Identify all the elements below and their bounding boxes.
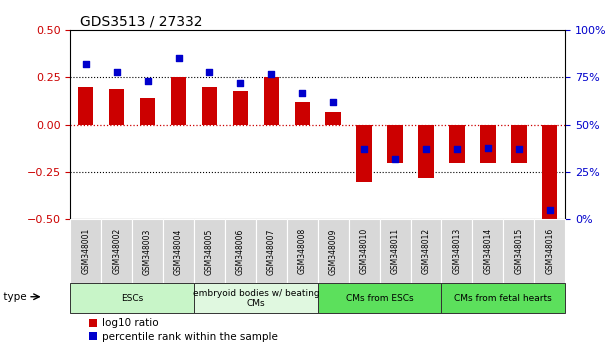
- Point: [205, 69, 214, 75]
- Bar: [449, 125, 464, 162]
- Bar: [379, 219, 411, 283]
- Bar: [202, 87, 217, 125]
- Point: [421, 147, 431, 152]
- Text: GSM348005: GSM348005: [205, 228, 214, 275]
- Bar: [542, 125, 557, 219]
- Point: [266, 71, 276, 76]
- Text: GSM348006: GSM348006: [236, 228, 245, 275]
- Text: CMs from ESCs: CMs from ESCs: [346, 294, 414, 303]
- Text: GSM348012: GSM348012: [422, 228, 431, 274]
- Text: CMs from fetal hearts: CMs from fetal hearts: [455, 294, 552, 303]
- Bar: [318, 283, 442, 313]
- Point: [143, 78, 153, 84]
- Bar: [225, 219, 256, 283]
- Legend: log10 ratio, percentile rank within the sample: log10 ratio, percentile rank within the …: [89, 319, 278, 342]
- Bar: [256, 219, 287, 283]
- Text: GSM348014: GSM348014: [483, 228, 492, 274]
- Bar: [442, 283, 565, 313]
- Text: GSM348016: GSM348016: [545, 228, 554, 274]
- Point: [483, 145, 492, 150]
- Text: GSM348001: GSM348001: [81, 228, 90, 274]
- Text: embryoid bodies w/ beating
CMs: embryoid bodies w/ beating CMs: [192, 289, 319, 308]
- Point: [545, 207, 555, 213]
- Bar: [503, 219, 534, 283]
- Point: [235, 80, 245, 86]
- Bar: [263, 78, 279, 125]
- Bar: [109, 89, 125, 125]
- Bar: [534, 219, 565, 283]
- Bar: [511, 125, 527, 162]
- Bar: [132, 219, 163, 283]
- Bar: [442, 219, 472, 283]
- Text: GSM348011: GSM348011: [390, 228, 400, 274]
- Text: ESCs: ESCs: [121, 294, 143, 303]
- Point: [514, 147, 524, 152]
- Bar: [411, 219, 442, 283]
- Text: GSM348013: GSM348013: [452, 228, 461, 274]
- Bar: [171, 78, 186, 125]
- Text: GSM348010: GSM348010: [360, 228, 368, 274]
- Bar: [295, 102, 310, 125]
- Text: GSM348003: GSM348003: [143, 228, 152, 275]
- Bar: [326, 112, 341, 125]
- Text: GSM348015: GSM348015: [514, 228, 523, 274]
- Bar: [70, 219, 101, 283]
- Point: [81, 61, 90, 67]
- Point: [112, 69, 122, 75]
- Text: GSM348007: GSM348007: [267, 228, 276, 275]
- Point: [174, 56, 183, 61]
- Text: GSM348004: GSM348004: [174, 228, 183, 275]
- Bar: [233, 91, 248, 125]
- Text: cell type: cell type: [0, 292, 27, 302]
- Bar: [101, 219, 132, 283]
- Point: [359, 147, 369, 152]
- Bar: [70, 283, 194, 313]
- Bar: [163, 219, 194, 283]
- Text: GSM348008: GSM348008: [298, 228, 307, 274]
- Point: [452, 147, 462, 152]
- Point: [298, 90, 307, 96]
- Text: GSM348009: GSM348009: [329, 228, 338, 275]
- Point: [390, 156, 400, 162]
- Bar: [194, 219, 225, 283]
- Bar: [287, 219, 318, 283]
- Bar: [419, 125, 434, 178]
- Bar: [349, 219, 379, 283]
- Bar: [194, 283, 318, 313]
- Bar: [318, 219, 349, 283]
- Text: GSM348002: GSM348002: [112, 228, 121, 274]
- Bar: [480, 125, 496, 162]
- Bar: [387, 125, 403, 162]
- Bar: [356, 125, 372, 182]
- Bar: [140, 98, 155, 125]
- Bar: [472, 219, 503, 283]
- Bar: [78, 87, 93, 125]
- Point: [328, 99, 338, 105]
- Text: GDS3513 / 27332: GDS3513 / 27332: [80, 15, 203, 29]
